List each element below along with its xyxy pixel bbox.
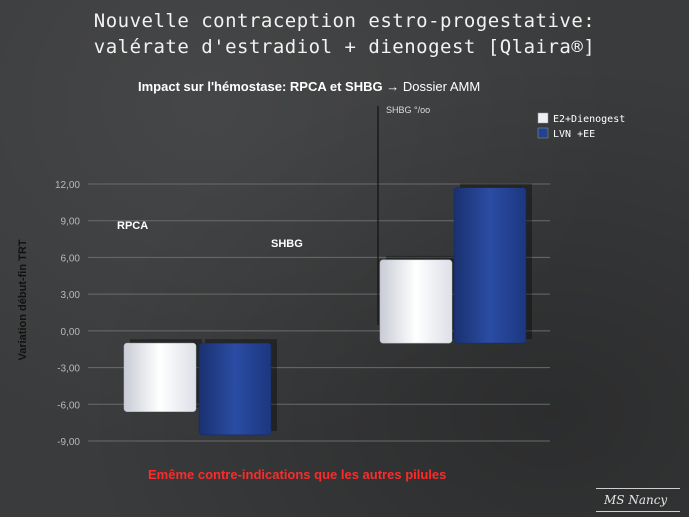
subtitle-arrow: → (386, 79, 400, 94)
annotation-shbg-unit: SHBG °/oo (386, 105, 430, 115)
y-tick-label: 9,00 (61, 217, 81, 228)
y-tick-label: -6,00 (57, 400, 80, 411)
category-label-shbg: SHBG (271, 238, 303, 250)
signature-frame (596, 488, 680, 512)
y-tick-label: 0,00 (61, 327, 81, 338)
signature: MS Nancy (604, 493, 668, 507)
footer-note: Emême contre-indications que les autres … (148, 467, 447, 482)
legend-swatch (537, 112, 549, 124)
bar-rpca-lvn-ee (198, 342, 272, 436)
legend-swatch (537, 127, 549, 139)
slide-title-line2: valérate d'estradiol + dienogest [Qlaira… (93, 36, 596, 58)
legend-label: E2+Dienogest (553, 114, 625, 125)
y-tick-label: -9,00 (57, 437, 80, 448)
slide-subtitle: Impact sur l'hémostase: RPCA et SHBG → D… (138, 79, 480, 94)
y-tick-label: 3,00 (61, 290, 81, 301)
y-axis-label: Variation début-fin TRT (17, 239, 29, 360)
y-tick-label: 6,00 (61, 253, 81, 264)
legend-label: LVN +EE (553, 129, 595, 140)
bar-rpca-e2-dienogest (123, 342, 197, 412)
category-label-rpca: RPCA (117, 220, 148, 232)
subtitle-rest: Dossier AMM (402, 79, 481, 94)
y-tick-label: -3,00 (57, 364, 80, 375)
slide-title-line1: Nouvelle contraception estro-progestativ… (93, 10, 596, 32)
bar-shbg-e2-dienogest (379, 259, 453, 344)
y-tick-label: 12,00 (55, 180, 80, 191)
subtitle-bold: Impact sur l'hémostase: RPCA et SHBG (138, 79, 383, 94)
bar-shbg-lvn-ee (453, 187, 527, 344)
